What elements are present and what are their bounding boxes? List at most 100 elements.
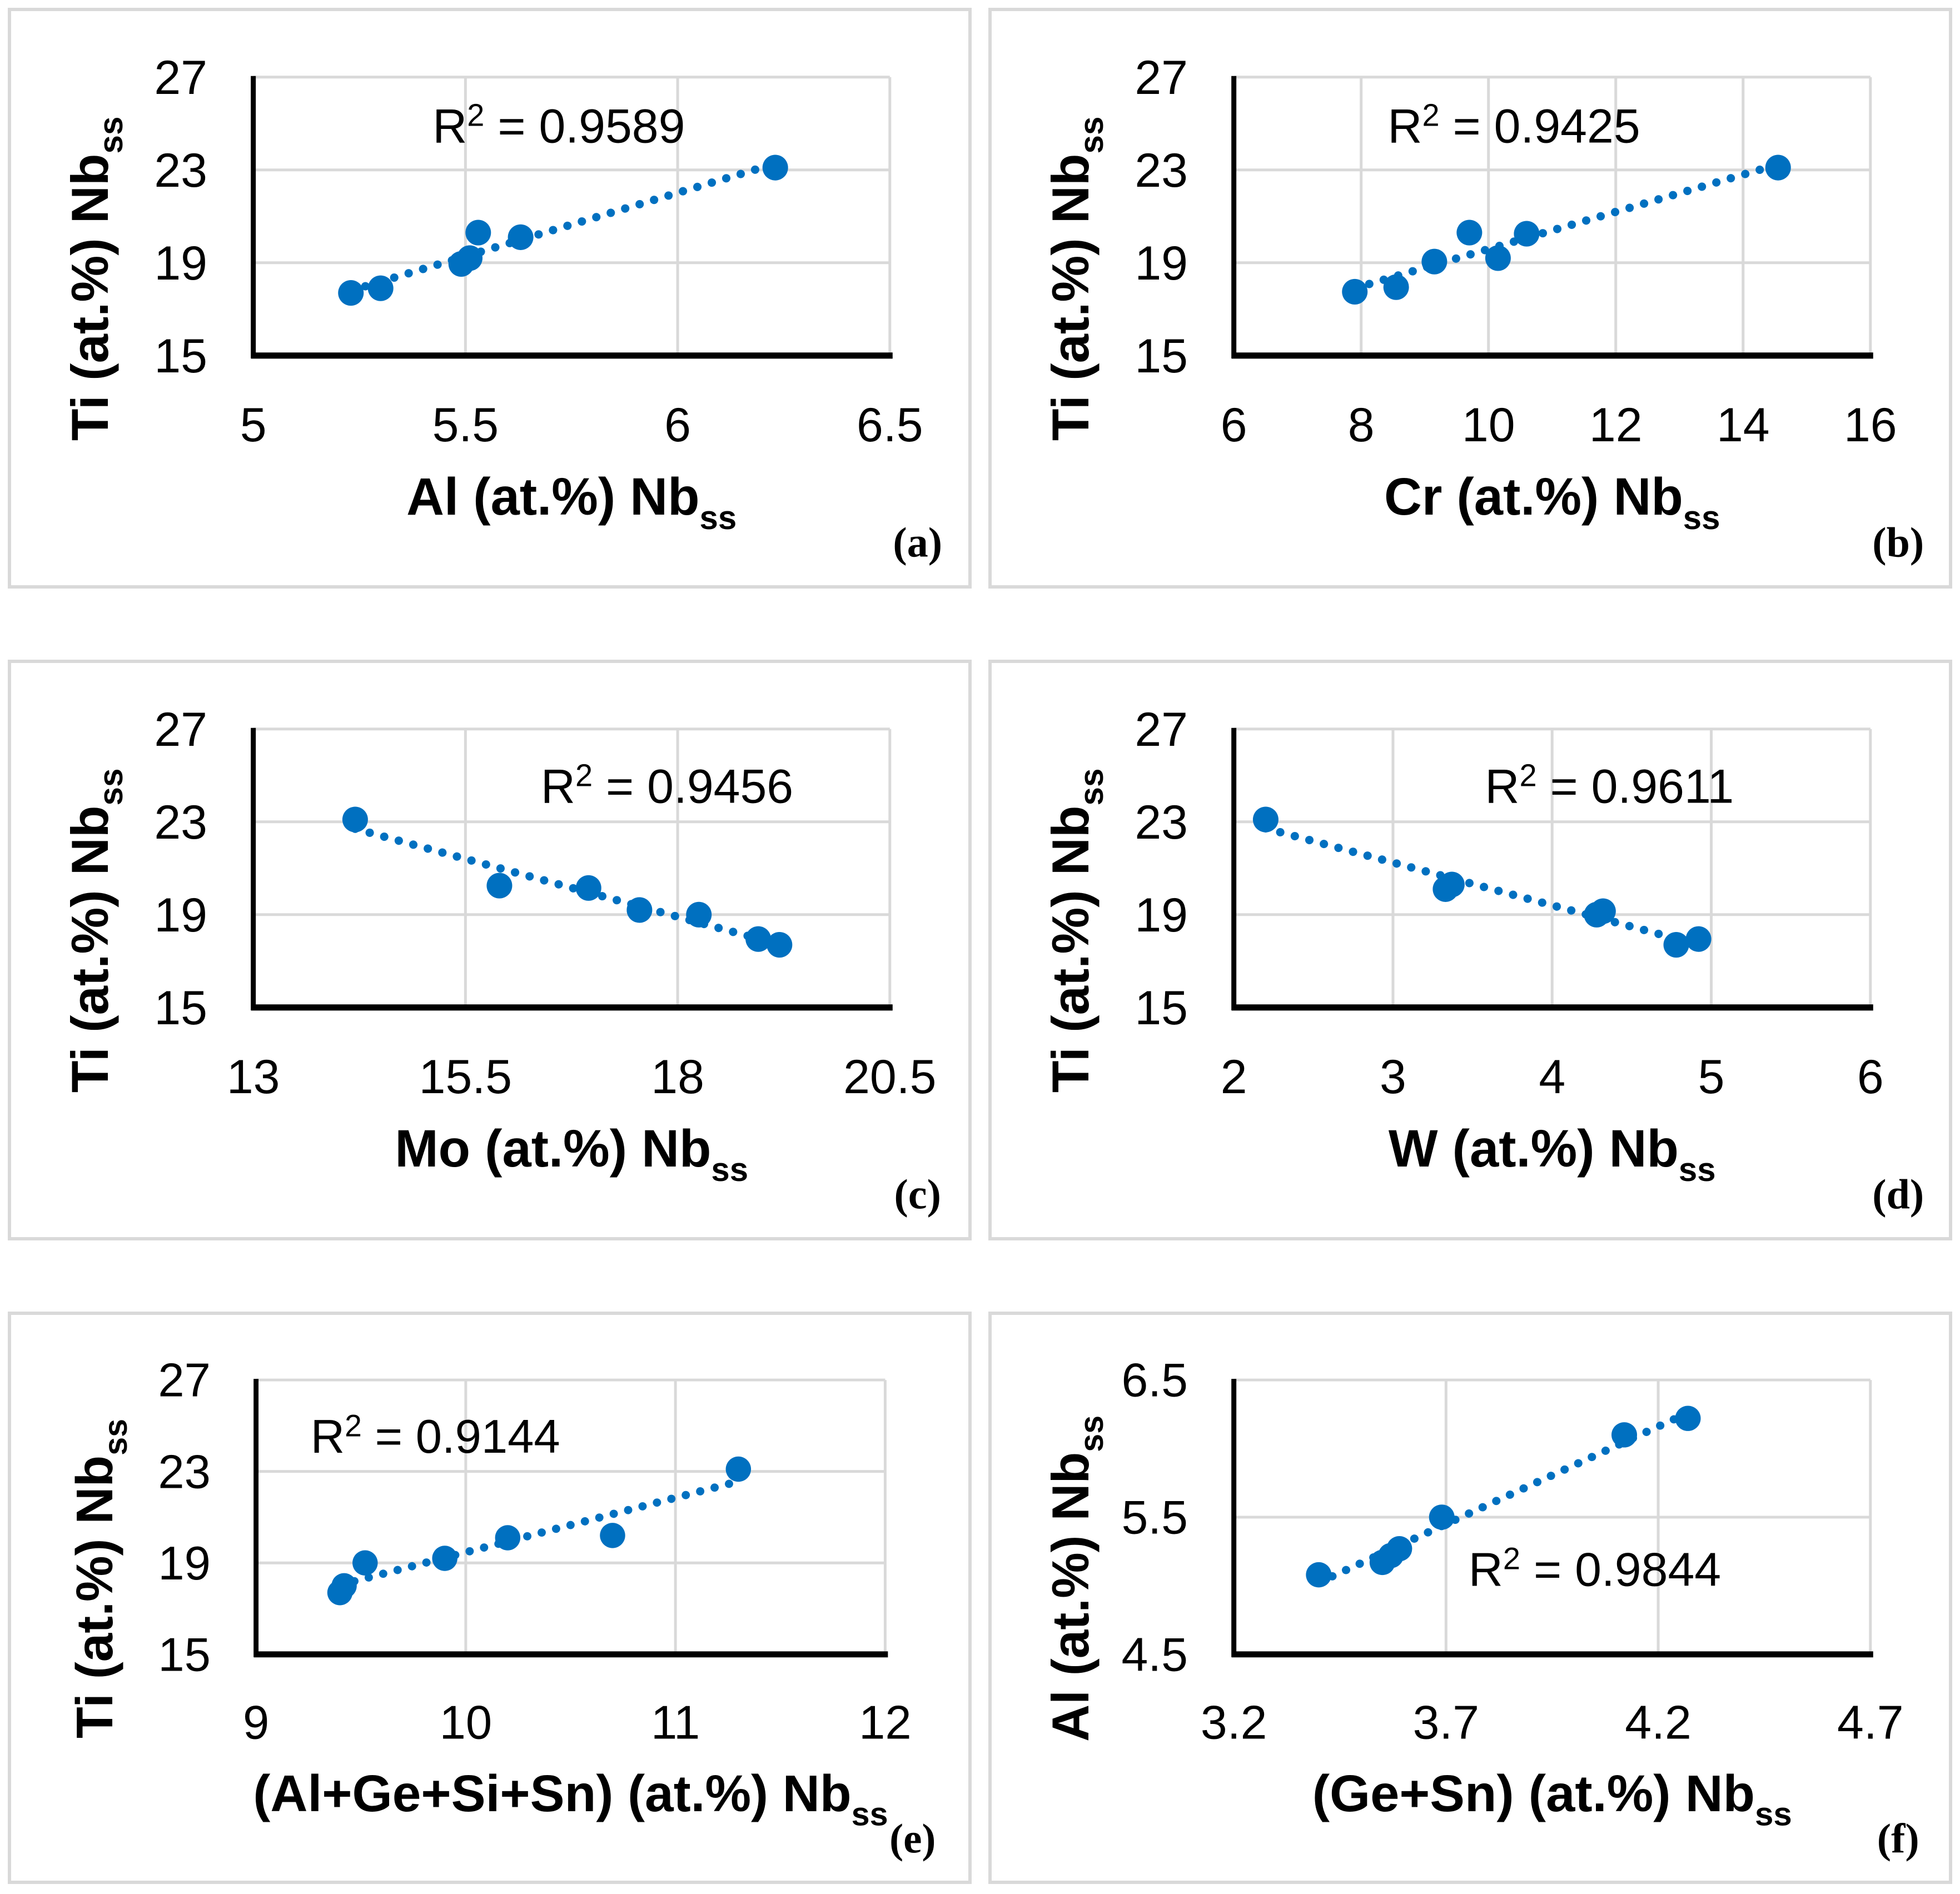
trendline <box>1350 160 1783 293</box>
x-tick-label: 5.5 <box>432 398 499 452</box>
y-axis-title: Ti (at.%) Nbss <box>61 769 130 1093</box>
y-tick-label: 19 <box>1135 889 1188 942</box>
panel-e: R2 = 0.9144 9 10 11 12 15 19 23 27 (Al+Ge+Si+Sn) … <box>8 1312 972 1884</box>
data-point <box>338 280 364 306</box>
y-tick-label: 27 <box>154 703 207 756</box>
data-point <box>1765 154 1791 181</box>
data-point <box>1675 1405 1701 1431</box>
y-tick-label: 23 <box>154 796 207 849</box>
x-tick-label: 20.5 <box>843 1050 936 1104</box>
r2-annotation: R2 = 0.9425 <box>1387 97 1640 153</box>
panel-letter: (d) <box>1872 1172 1924 1218</box>
x-tick-label: 8 <box>1348 398 1375 452</box>
panel-a: R2 = 0.9589 5 5.5 6 6.5 15 19 23 27 Al (at.%) Nbs… <box>8 8 972 589</box>
x-tick-label: 6 <box>1221 398 1247 452</box>
data-point <box>495 1525 521 1551</box>
data-point <box>725 1456 752 1482</box>
panel-letter: (b) <box>1872 520 1924 566</box>
data-point <box>600 1523 625 1548</box>
x-tick-label: 18 <box>651 1050 704 1104</box>
data-point <box>686 901 712 928</box>
y-axis-title: Ti (at.%) Nbss <box>1041 117 1110 441</box>
data-point <box>432 1546 457 1571</box>
r2-annotation: R2 = 0.9844 <box>1469 1542 1721 1596</box>
data-point <box>1421 248 1447 275</box>
data-point <box>1439 871 1465 898</box>
y-tick-label: 19 <box>1135 237 1188 290</box>
x-tick-label: 12 <box>859 1697 912 1750</box>
y-axis-title: Al (at.%) Nbss <box>1041 1415 1111 1742</box>
panel-b: R2 = 0.9425 6 8 10 12 14 16 15 19 23 27 Cr (at.%) N… <box>988 8 1952 589</box>
panel-f: R2 = 0.9844 3.2 3.7 4.2 4.7 4.5 5.5 6.5 (Ge+Sn) … <box>988 1312 1952 1884</box>
data-point <box>1485 245 1511 271</box>
data-point <box>767 932 793 958</box>
y-tick-label: 15 <box>158 1628 211 1681</box>
data-point <box>342 806 368 833</box>
data-point <box>745 926 772 952</box>
trendline <box>1261 824 1703 949</box>
x-tick-label: 16 <box>1844 398 1897 452</box>
panel-letter: (a) <box>893 520 942 566</box>
data-point <box>1306 1562 1332 1588</box>
data-point <box>1383 274 1409 300</box>
x-tick-label: 6 <box>664 398 691 452</box>
x-tick-label: 14 <box>1717 398 1770 452</box>
x-tick-label: 9 <box>243 1697 269 1750</box>
chart-b: R2 = 0.9425 6 8 10 12 14 16 15 19 23 27 Cr (at.%) N… <box>1041 51 1924 566</box>
data-point <box>508 224 534 250</box>
y-tick-label: 15 <box>1135 981 1188 1035</box>
trendline <box>336 1477 743 1589</box>
data-point <box>352 1550 378 1576</box>
data-point <box>626 897 653 923</box>
data-point <box>457 245 483 271</box>
trendline <box>346 159 780 295</box>
y-tick-label: 27 <box>1135 51 1188 104</box>
data-point <box>1386 1536 1412 1562</box>
r2-annotation: R2 = 0.9589 <box>432 97 685 153</box>
x-axis-title: Mo (at.%) Nbss <box>395 1119 748 1188</box>
x-axis-title: (Al+Ge+Si+Sn) (at.%) Nbss <box>253 1765 888 1833</box>
data-point <box>1590 898 1616 924</box>
x-axis-title: W (at.%) Nbss <box>1389 1119 1716 1188</box>
x-tick-label: 11 <box>651 1697 700 1750</box>
x-tick-label: 6.5 <box>857 398 923 452</box>
y-tick-label: 19 <box>154 889 207 942</box>
data-point <box>1252 806 1279 833</box>
x-tick-label: 4.7 <box>1837 1697 1904 1749</box>
r2-annotation: R2 = 0.9144 <box>311 1408 560 1463</box>
x-axis-title: Cr (at.%) Nbss <box>1384 467 1720 536</box>
x-axis-title: Al (at.%) Nbss <box>406 467 737 536</box>
data-point <box>1663 932 1689 958</box>
y-tick-label: 23 <box>1135 144 1188 197</box>
panel-letter: (f) <box>1877 1816 1919 1862</box>
y-tick-label: 23 <box>1135 796 1188 849</box>
data-point <box>367 275 394 301</box>
y-axis-title: Ti (at.%) Nbss <box>1041 769 1110 1093</box>
r2-annotation: R2 = 0.9456 <box>541 757 793 813</box>
panel-d: R2 = 0.9611 2 3 4 5 6 15 19 23 27 W (at.%) Nbss Ti … <box>988 660 1952 1240</box>
x-tick-label: 3.2 <box>1201 1697 1267 1749</box>
y-tick-label: 23 <box>154 144 207 197</box>
x-tick-label: 3.7 <box>1413 1697 1480 1749</box>
x-tick-label: 5 <box>240 398 267 452</box>
x-tick-label: 4 <box>1539 1050 1565 1104</box>
trendline <box>351 824 784 949</box>
chart-c: R2 = 0.9456 13 15.5 18 20.5 15 19 23 27 Mo (at.%)… <box>61 703 941 1218</box>
y-tick-label: 15 <box>154 330 207 383</box>
data-point <box>1429 1504 1455 1530</box>
y-tick-label: 27 <box>1135 703 1188 756</box>
x-tick-label: 10 <box>440 1697 493 1750</box>
data-point <box>762 154 788 181</box>
panel-letter: (e) <box>889 1816 936 1862</box>
x-tick-label: 12 <box>1589 398 1643 452</box>
y-tick-label: 6.5 <box>1121 1354 1188 1407</box>
x-tick-label: 13 <box>227 1050 280 1104</box>
y-tick-label: 5.5 <box>1121 1492 1188 1544</box>
r2-annotation: R2 = 0.9611 <box>1485 757 1734 813</box>
y-tick-label: 19 <box>154 237 207 290</box>
x-tick-label: 15.5 <box>419 1050 512 1104</box>
x-tick-label: 5 <box>1698 1050 1725 1104</box>
chart-e: R2 = 0.9144 9 10 11 12 15 19 23 27 (Al+Ge+Si+Sn) … <box>66 1354 936 1862</box>
y-axis-title: Ti (at.%) Nbss <box>61 117 130 441</box>
y-tick-label: 15 <box>1135 330 1188 383</box>
